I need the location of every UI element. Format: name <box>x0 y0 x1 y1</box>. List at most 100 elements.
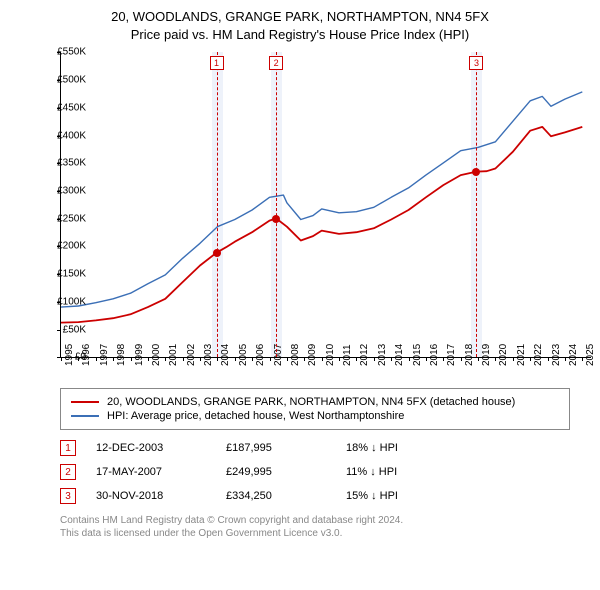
x-tick <box>391 357 392 361</box>
chart-area: £0£50K£100K£150K£200K£250K£300K£350K£400… <box>30 52 590 382</box>
x-tick <box>530 357 531 361</box>
event-delta: 18% ↓ HPI <box>346 442 446 454</box>
event-vline <box>476 52 477 357</box>
x-axis-label: 2006 <box>255 344 266 366</box>
page-root: 20, WOODLANDS, GRANGE PARK, NORTHAMPTON,… <box>0 0 600 540</box>
event-row: 3 30-NOV-2018 £334,250 15% ↓ HPI <box>60 484 570 508</box>
x-axis-label: 2000 <box>151 344 162 366</box>
event-date: 12-DEC-2003 <box>96 442 206 454</box>
x-tick <box>183 357 184 361</box>
y-axis-label: £150K <box>31 269 86 280</box>
x-axis-label: 2010 <box>325 344 336 366</box>
event-marker-box: 1 <box>210 56 224 70</box>
legend-label: 20, WOODLANDS, GRANGE PARK, NORTHAMPTON,… <box>107 396 515 408</box>
x-axis-label: 2020 <box>498 344 509 366</box>
event-price: £334,250 <box>226 490 326 502</box>
y-axis-label: £50K <box>31 324 86 335</box>
title-line-1: 20, WOODLANDS, GRANGE PARK, NORTHAMPTON,… <box>10 8 590 26</box>
x-tick <box>270 357 271 361</box>
event-row: 1 12-DEC-2003 £187,995 18% ↓ HPI <box>60 436 570 460</box>
x-tick <box>96 357 97 361</box>
legend-item: HPI: Average price, detached house, West… <box>71 409 559 423</box>
event-marker: 3 <box>60 488 76 504</box>
legend-label: HPI: Average price, detached house, West… <box>107 410 404 422</box>
event-marker: 2 <box>60 464 76 480</box>
y-axis-label: £100K <box>31 296 86 307</box>
x-axis-label: 2013 <box>377 344 388 366</box>
legend-swatch <box>71 401 99 403</box>
x-tick <box>565 357 566 361</box>
x-tick <box>461 357 462 361</box>
event-vline <box>217 52 218 357</box>
x-tick <box>131 357 132 361</box>
plot-svg <box>61 52 591 357</box>
x-axis-label: 2018 <box>464 344 475 366</box>
x-axis-label: 2015 <box>412 344 423 366</box>
x-tick <box>426 357 427 361</box>
y-axis-label: £500K <box>31 75 86 86</box>
x-tick <box>113 357 114 361</box>
x-tick <box>252 357 253 361</box>
legend-swatch <box>71 415 99 417</box>
x-axis-label: 2004 <box>220 344 231 366</box>
x-axis-label: 2001 <box>168 344 179 366</box>
x-tick <box>478 357 479 361</box>
x-tick <box>78 357 79 361</box>
x-axis-label: 2002 <box>186 344 197 366</box>
x-axis-label: 2003 <box>203 344 214 366</box>
x-axis-label: 1998 <box>116 344 127 366</box>
series-hpi <box>61 92 582 307</box>
event-marker-box: 3 <box>469 56 483 70</box>
x-axis-label: 2014 <box>394 344 405 366</box>
x-axis-label: 2017 <box>446 344 457 366</box>
x-axis-label: 2024 <box>568 344 579 366</box>
x-axis-label: 1999 <box>134 344 145 366</box>
x-tick <box>235 357 236 361</box>
sale-point <box>213 249 221 257</box>
legend-box: 20, WOODLANDS, GRANGE PARK, NORTHAMPTON,… <box>60 388 570 430</box>
event-vline <box>276 52 277 357</box>
series-price_paid <box>61 127 582 323</box>
x-axis-label: 2016 <box>429 344 440 366</box>
events-table: 1 12-DEC-2003 £187,995 18% ↓ HPI 2 17-MAY-200… <box>60 436 570 508</box>
x-tick <box>495 357 496 361</box>
plot-area: £0£50K£100K£150K£200K£250K£300K£350K£400… <box>60 52 591 358</box>
event-price: £187,995 <box>226 442 326 454</box>
x-axis-label: 2007 <box>273 344 284 366</box>
x-tick <box>374 357 375 361</box>
x-tick <box>443 357 444 361</box>
x-tick <box>339 357 340 361</box>
x-tick <box>148 357 149 361</box>
sale-point <box>272 215 280 223</box>
event-marker: 1 <box>60 440 76 456</box>
event-delta: 15% ↓ HPI <box>346 490 446 502</box>
footer-attribution: Contains HM Land Registry data © Crown c… <box>60 514 570 540</box>
x-tick <box>200 357 201 361</box>
x-tick <box>356 357 357 361</box>
legend-item: 20, WOODLANDS, GRANGE PARK, NORTHAMPTON,… <box>71 395 559 409</box>
y-axis-label: £250K <box>31 213 86 224</box>
x-tick <box>217 357 218 361</box>
x-tick <box>165 357 166 361</box>
x-axis-label: 2021 <box>516 344 527 366</box>
footer-line-1: Contains HM Land Registry data © Crown c… <box>60 514 570 527</box>
y-axis-label: £200K <box>31 241 86 252</box>
title-line-2: Price paid vs. HM Land Registry's House … <box>10 26 590 44</box>
y-axis-label: £450K <box>31 102 86 113</box>
x-tick <box>304 357 305 361</box>
event-delta: 11% ↓ HPI <box>346 466 446 478</box>
x-axis-label: 2025 <box>585 344 596 366</box>
x-axis-label: 2011 <box>342 345 353 367</box>
event-date: 17-MAY-2007 <box>96 466 206 478</box>
x-tick <box>61 357 62 361</box>
y-axis-label: £550K <box>31 47 86 58</box>
event-price: £249,995 <box>226 466 326 478</box>
x-axis-label: 1996 <box>81 344 92 366</box>
x-axis-label: 2023 <box>551 344 562 366</box>
x-tick <box>322 357 323 361</box>
x-axis-label: 2019 <box>481 344 492 366</box>
x-tick <box>287 357 288 361</box>
event-date: 30-NOV-2018 <box>96 490 206 502</box>
x-axis-label: 2008 <box>290 344 301 366</box>
x-axis-label: 2022 <box>533 344 544 366</box>
